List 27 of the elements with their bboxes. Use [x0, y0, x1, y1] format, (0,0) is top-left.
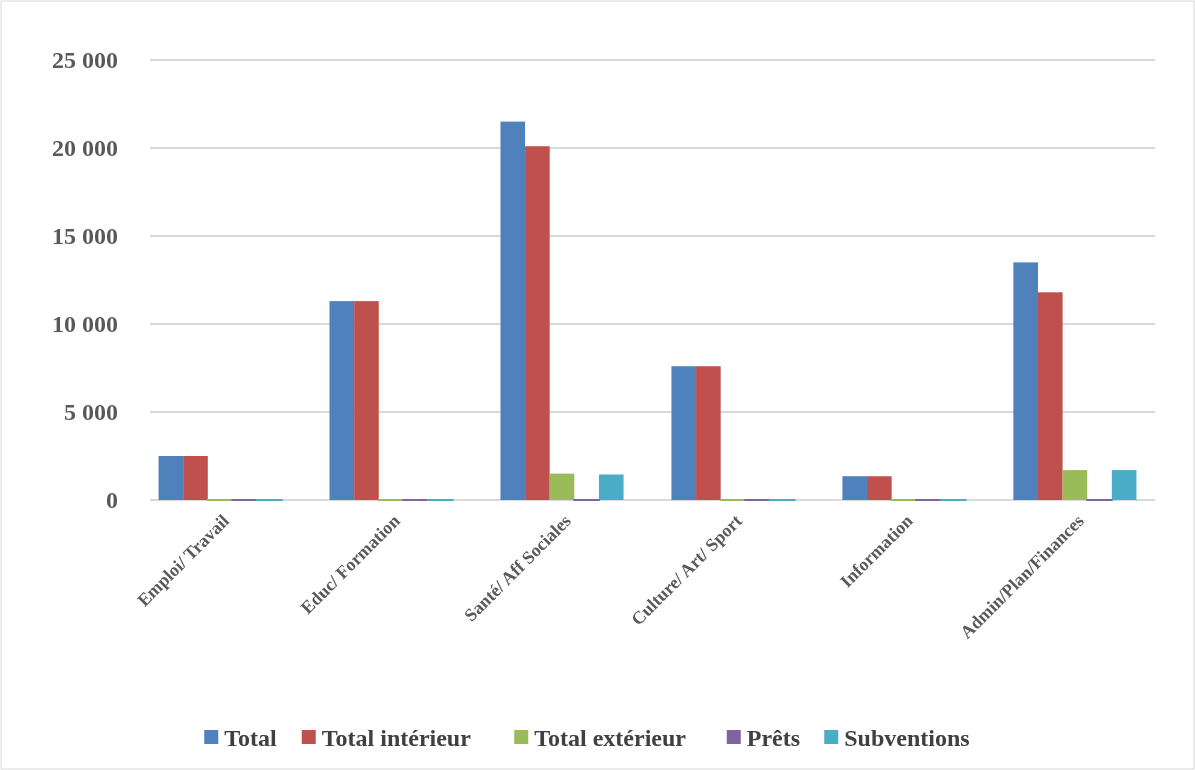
legend-label: Total	[224, 725, 278, 752]
bar	[1111, 470, 1137, 500]
bar	[500, 121, 526, 500]
bar	[549, 473, 575, 500]
y-tick-label: 10 000	[52, 311, 118, 338]
legend-label: Subventions	[844, 725, 970, 752]
bar	[1037, 292, 1063, 500]
legend-label: Total extérieur	[534, 725, 687, 752]
y-tick-label: 20 000	[52, 135, 118, 162]
bar	[329, 301, 355, 500]
bar	[158, 456, 184, 500]
bar	[696, 366, 721, 500]
bar	[842, 476, 868, 500]
bar	[354, 301, 379, 500]
y-tick-label: 25 000	[52, 47, 118, 74]
bar	[671, 366, 697, 500]
legend-label: Total intérieur	[321, 725, 472, 752]
bar	[598, 474, 624, 500]
legend-label: Prêts	[746, 725, 801, 752]
y-tick-label: 15 000	[52, 223, 118, 250]
bar	[1062, 470, 1088, 500]
y-tick-label: 5 000	[64, 399, 118, 426]
bar	[525, 146, 550, 500]
bar	[867, 476, 892, 500]
bar	[1013, 262, 1038, 500]
y-tick-label: 0	[106, 487, 118, 514]
bar	[183, 456, 208, 500]
